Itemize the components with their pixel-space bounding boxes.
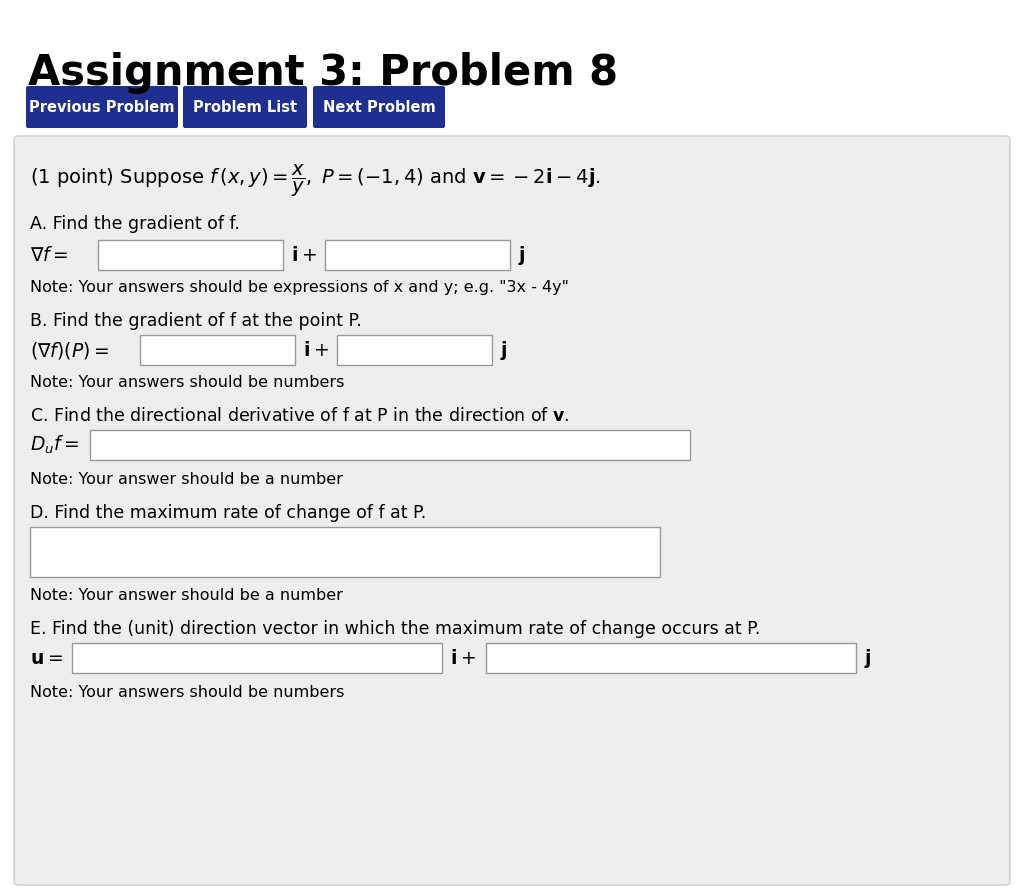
Text: Note: Your answers should be expressions of x and y; e.g. "3x - 4y": Note: Your answers should be expressions… xyxy=(30,280,569,295)
Text: Previous Problem: Previous Problem xyxy=(30,99,175,115)
Text: Note: Your answers should be numbers: Note: Your answers should be numbers xyxy=(30,685,344,700)
Text: $\mathbf{i}+$: $\mathbf{i}+$ xyxy=(450,649,476,668)
Text: Note: Your answer should be a number: Note: Your answer should be a number xyxy=(30,472,343,487)
FancyBboxPatch shape xyxy=(313,86,445,128)
Text: Problem List: Problem List xyxy=(193,99,297,115)
Text: $\mathbf{i}+$: $\mathbf{i}+$ xyxy=(303,340,329,359)
Bar xyxy=(337,335,492,365)
Text: Assignment 3: Problem 8: Assignment 3: Problem 8 xyxy=(28,52,618,94)
Text: E. Find the (unit) direction vector in which the maximum rate of change occurs a: E. Find the (unit) direction vector in w… xyxy=(30,620,761,638)
Bar xyxy=(72,643,442,673)
Bar xyxy=(90,430,690,460)
Text: $(\nabla f)(P) = $: $(\nabla f)(P) = $ xyxy=(30,340,110,360)
Text: Note: Your answer should be a number: Note: Your answer should be a number xyxy=(30,588,343,603)
Text: A. Find the gradient of f.: A. Find the gradient of f. xyxy=(30,215,240,233)
Text: $\mathbf{j}$: $\mathbf{j}$ xyxy=(864,647,871,669)
Bar xyxy=(486,643,856,673)
Bar xyxy=(30,527,660,577)
Bar xyxy=(140,335,295,365)
Bar xyxy=(98,240,283,270)
Text: $\mathbf{u} = $: $\mathbf{u} = $ xyxy=(30,649,62,668)
Bar xyxy=(325,240,510,270)
Text: D. Find the maximum rate of change of f at P.: D. Find the maximum rate of change of f … xyxy=(30,504,426,522)
Text: $\nabla f = $: $\nabla f = $ xyxy=(30,246,69,264)
FancyBboxPatch shape xyxy=(14,136,1010,885)
Text: $\mathbf{j}$: $\mathbf{j}$ xyxy=(518,244,525,266)
FancyBboxPatch shape xyxy=(183,86,307,128)
Text: B. Find the gradient of f at the point P.: B. Find the gradient of f at the point P… xyxy=(30,312,361,330)
Text: $\mathbf{j}$: $\mathbf{j}$ xyxy=(500,339,508,361)
Text: Note: Your answers should be numbers: Note: Your answers should be numbers xyxy=(30,375,344,390)
Text: (1 point) Suppose $f\,(x, y) = \dfrac{x}{y},\; P = (-1, 4)$ and $\mathbf{v} = -2: (1 point) Suppose $f\,(x, y) = \dfrac{x}… xyxy=(30,163,601,199)
Text: $\mathbf{i}+$: $\mathbf{i}+$ xyxy=(291,246,316,264)
Text: Next Problem: Next Problem xyxy=(323,99,435,115)
Text: $D_u f = $: $D_u f = $ xyxy=(30,434,79,456)
FancyBboxPatch shape xyxy=(26,86,178,128)
Text: C. Find the directional derivative of f at P in the direction of $\mathbf{v}$.: C. Find the directional derivative of f … xyxy=(30,407,569,425)
